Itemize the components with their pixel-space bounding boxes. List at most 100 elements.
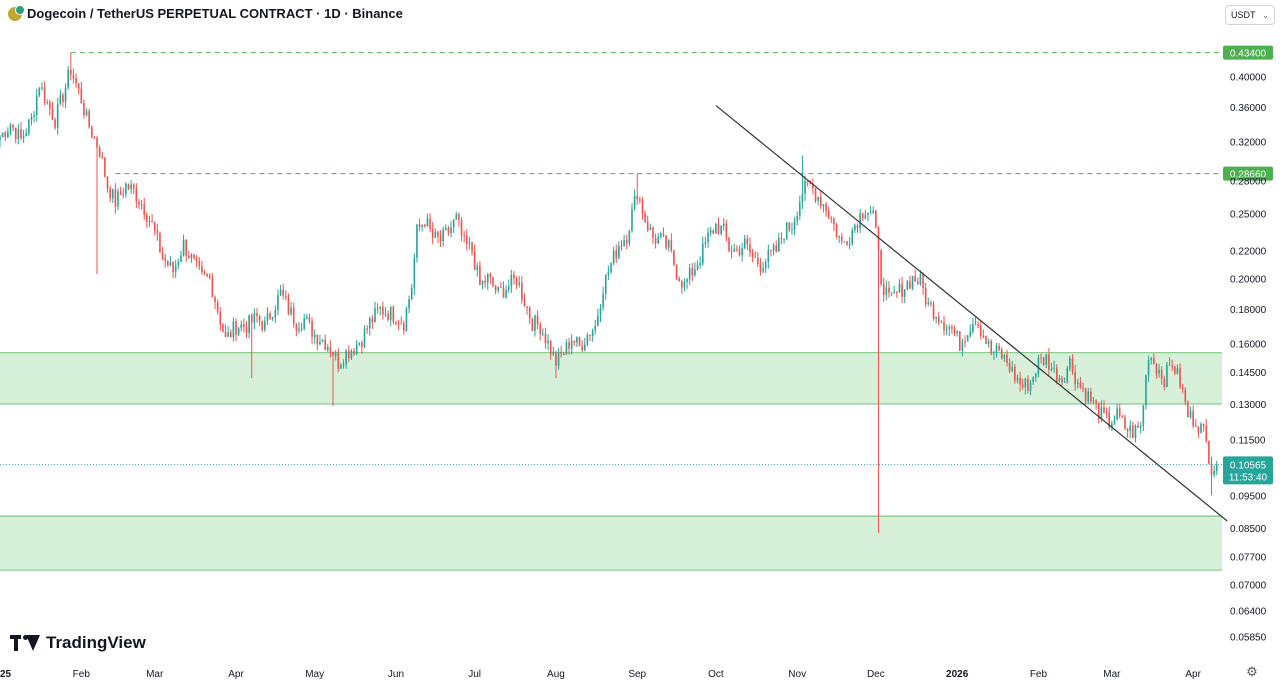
- candle-body-106: [277, 295, 279, 311]
- candle-body-102: [266, 313, 269, 321]
- candle-body-17: [43, 87, 46, 103]
- candle-body-401: [1050, 368, 1053, 371]
- candle-body-93: [243, 324, 245, 327]
- candle-body-281: [736, 248, 738, 250]
- candle-body-350: [916, 281, 919, 284]
- symbol-title[interactable]: Dogecoin / TetherUS PERPETUAL CONTRACT ·…: [27, 6, 403, 21]
- candle-body-400: [1048, 354, 1050, 371]
- y-tick-label-14: 0.08500: [1230, 524, 1267, 535]
- candle-body-38: [98, 147, 101, 157]
- candle-body-185: [484, 280, 486, 283]
- candle-body-217: [568, 342, 570, 349]
- candle-body-462: [1210, 463, 1213, 475]
- candle-body-450: [1179, 367, 1181, 387]
- candle-body-419: [1097, 403, 1100, 419]
- candle-body-255: [667, 240, 670, 248]
- candle-body-328: [859, 213, 861, 229]
- candle-body-459: [1202, 423, 1205, 426]
- candle-body-167: [437, 231, 439, 237]
- candle-body-406: [1063, 381, 1066, 383]
- candle-body-376: [985, 336, 987, 344]
- candle-body-50: [130, 184, 132, 190]
- candle-body-143: [374, 308, 376, 322]
- candle-body-166: [434, 231, 437, 238]
- candle-body-142: [371, 318, 374, 322]
- candle-body-220: [576, 337, 578, 343]
- candle-body-95: [248, 315, 250, 334]
- candle-body-335: [877, 227, 880, 251]
- candle-body-402: [1053, 367, 1055, 369]
- candle-body-398: [1042, 357, 1045, 365]
- candle-body-86: [224, 331, 227, 337]
- candle-body-202: [528, 307, 531, 319]
- candle-body-198: [518, 282, 521, 285]
- candle-body-122: [319, 341, 321, 345]
- candle-body-301: [788, 222, 791, 231]
- candle-body-437: [1145, 375, 1147, 406]
- candle-body-197: [515, 278, 518, 285]
- candle-body-318: [833, 219, 835, 225]
- candle-body-139: [363, 328, 366, 347]
- candle-body-319: [835, 224, 838, 237]
- candle-body-16: [41, 87, 43, 89]
- candle-body-87: [227, 332, 229, 337]
- candle-body-317: [830, 218, 833, 220]
- candle-body-24: [62, 95, 64, 102]
- candle-body-154: [403, 323, 405, 331]
- candle-body-393: [1029, 382, 1032, 391]
- candle-body-236: [618, 245, 620, 258]
- candle-body-81: [211, 277, 214, 298]
- candle-body-249: [652, 227, 654, 238]
- candle-body-178: [465, 235, 468, 244]
- currency-select[interactable]: USDT ⌄: [1225, 5, 1275, 25]
- candle-body-144: [376, 308, 379, 310]
- gear-icon[interactable]: ⚙: [1246, 664, 1258, 679]
- candle-body-380: [995, 345, 998, 353]
- candle-body-35: [90, 126, 93, 138]
- candle-body-407: [1066, 368, 1069, 382]
- candle-body-225: [589, 334, 591, 336]
- candle-body-121: [316, 334, 319, 345]
- candle-body-44: [114, 189, 117, 207]
- candle-body-257: [673, 250, 675, 266]
- candle-body-260: [680, 281, 683, 288]
- candle-body-25: [64, 87, 67, 102]
- candle-body-296: [775, 245, 778, 252]
- candle-body-89: [232, 321, 235, 337]
- candle-body-192: [502, 287, 505, 298]
- y-tick-label-2: 0.36000: [1230, 103, 1267, 114]
- candle-body-0: [0, 137, 1, 141]
- candle-body-214: [560, 352, 562, 355]
- candle-body-291: [762, 268, 764, 272]
- candle-body-161: [421, 224, 424, 227]
- candle-body-315: [825, 204, 827, 212]
- candle-body-101: [264, 320, 266, 330]
- candle-body-416: [1090, 391, 1092, 402]
- y-tick-label-15: 0.07700: [1230, 553, 1267, 564]
- candle-body-170: [444, 227, 447, 230]
- candle-body-463: [1213, 470, 1215, 475]
- y-tick-label-8: 0.18000: [1230, 305, 1267, 316]
- candle-body-410: [1074, 372, 1076, 385]
- candle-body-386: [1011, 366, 1014, 372]
- candle-body-354: [927, 302, 930, 305]
- candle-body-209: [547, 340, 549, 344]
- candle-body-338: [885, 287, 888, 295]
- candle-body-299: [783, 238, 785, 240]
- tradingview-logo[interactable]: TradingView: [10, 633, 146, 653]
- x-tick-label-1: Feb: [73, 669, 91, 680]
- candle-body-174: [455, 214, 458, 220]
- candle-body-4: [9, 124, 12, 132]
- candle-body-248: [649, 227, 652, 231]
- candle-body-189: [494, 285, 497, 291]
- candle-body-243: [636, 195, 639, 200]
- candle-body-53: [138, 201, 140, 205]
- candle-body-180: [471, 242, 473, 252]
- candle-body-409: [1071, 358, 1074, 373]
- candle-body-436: [1142, 405, 1145, 426]
- candle-body-269: [704, 242, 707, 244]
- candle-body-375: [982, 335, 985, 337]
- candle-body-337: [882, 284, 885, 295]
- candle-body-203: [531, 318, 534, 331]
